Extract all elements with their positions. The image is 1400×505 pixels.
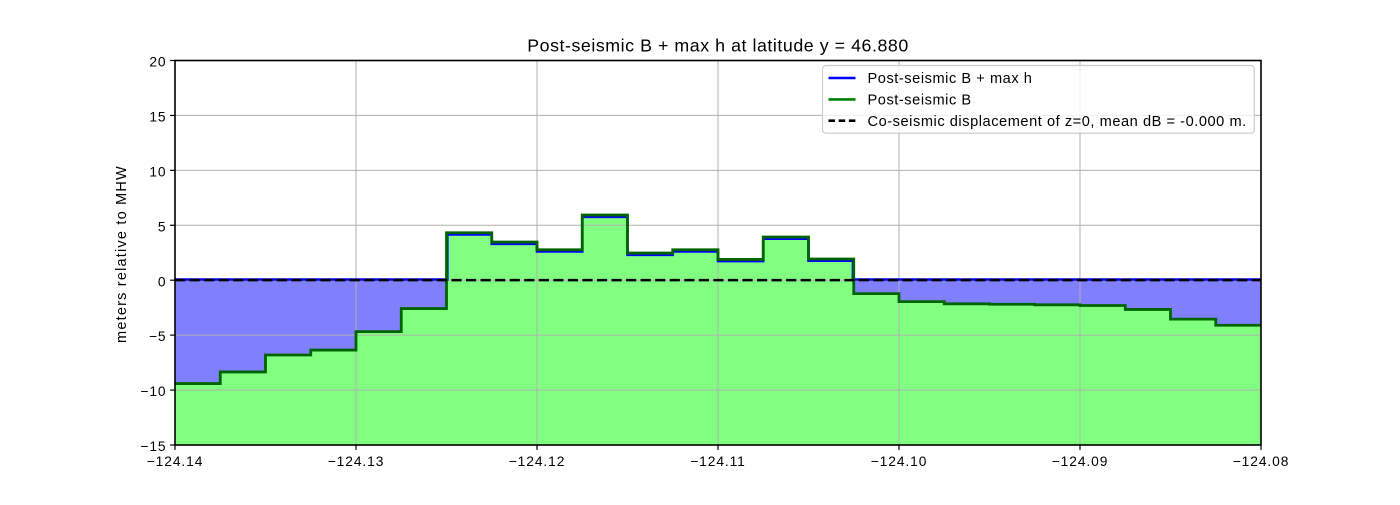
svg-text:0: 0 — [158, 274, 167, 289]
svg-text:10: 10 — [149, 165, 166, 180]
svg-text:−15: −15 — [140, 439, 166, 454]
svg-text:−124.08: −124.08 — [1233, 454, 1290, 469]
svg-text:Co-seismic displacement of z=0: Co-seismic displacement of z=0, mean dB … — [868, 114, 1247, 130]
svg-text:−124.12: −124.12 — [509, 454, 566, 469]
svg-text:Post-seismic B + max h: Post-seismic B + max h — [868, 71, 1033, 87]
svg-text:−124.11: −124.11 — [690, 454, 746, 469]
svg-text:−124.14: −124.14 — [147, 454, 204, 469]
svg-text:20: 20 — [149, 55, 166, 70]
svg-text:15: 15 — [149, 110, 166, 125]
svg-text:Post-seismic B + max h at lati: Post-seismic B + max h at latitude y = 4… — [527, 36, 909, 56]
svg-text:Post-seismic B: Post-seismic B — [868, 93, 972, 109]
svg-text:−10: −10 — [140, 384, 166, 399]
svg-text:−124.09: −124.09 — [1052, 454, 1109, 469]
svg-text:meters relative to MHW: meters relative to MHW — [114, 165, 130, 343]
svg-text:−124.13: −124.13 — [328, 454, 385, 469]
svg-text:−124.10: −124.10 — [871, 454, 928, 469]
svg-text:5: 5 — [158, 219, 167, 234]
svg-text:−5: −5 — [149, 329, 167, 344]
